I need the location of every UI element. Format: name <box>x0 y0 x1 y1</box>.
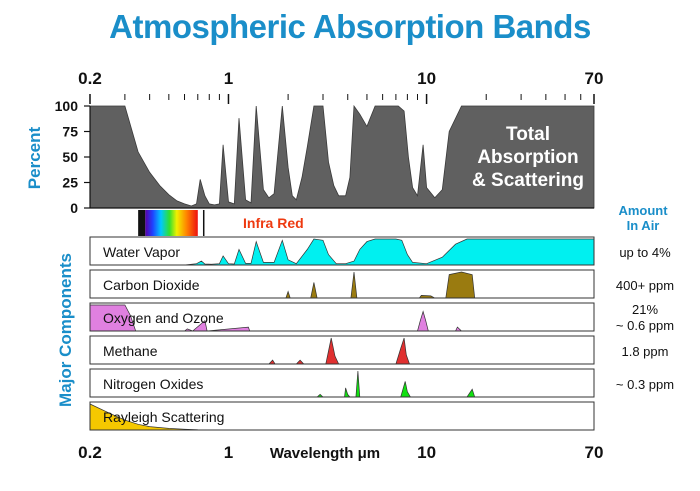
total-absorption-area <box>89 104 595 209</box>
x-tick-label-bottom: 70 <box>585 443 604 462</box>
component-name: Water Vapor <box>103 244 180 260</box>
component-name: Methane <box>103 343 158 359</box>
x-tick-label-top: 1 <box>224 69 233 88</box>
amount-header: Amount <box>618 203 668 218</box>
component-name: Nitrogen Oxides <box>103 376 203 392</box>
x-tick-label-bottom: 0.2 <box>78 443 102 462</box>
component-name: Rayleigh Scattering <box>103 409 224 425</box>
y-axis-label: Percent <box>25 126 44 189</box>
component-amount: 21% <box>632 302 658 317</box>
y-tick-label: 25 <box>62 175 78 191</box>
total-label-line: Total <box>506 124 550 145</box>
components-axis-label: Major Components <box>56 253 75 407</box>
component-panel-border <box>89 401 595 431</box>
y-tick-label: 50 <box>62 149 78 165</box>
y-tick-label: 75 <box>62 124 78 140</box>
y-tick-label: 100 <box>55 98 79 114</box>
component-panel-bg <box>90 369 594 397</box>
component-panel-border <box>89 335 595 365</box>
x-axis-label: Wavelength μm <box>270 445 380 462</box>
visible-spectrum-bar <box>145 210 198 236</box>
component-panel-border <box>89 302 595 332</box>
y-tick-label: 0 <box>70 200 78 216</box>
amount-header: In Air <box>627 218 660 233</box>
component-amount: ~ 0.3 ppm <box>616 377 674 392</box>
component-area <box>90 337 594 365</box>
chart-title: Atmospheric Absorption Bands <box>109 8 591 45</box>
component-amount: 1.8 ppm <box>622 344 669 359</box>
x-tick-label-bottom: 1 <box>224 443 233 462</box>
component-amount: 400+ ppm <box>616 278 674 293</box>
component-name: Carbon Dioxide <box>103 277 200 293</box>
x-tick-label-top: 10 <box>417 69 436 88</box>
component-panel-border <box>89 368 595 398</box>
component-name: Oxygen and Ozone <box>103 310 224 326</box>
component-panel-bg <box>90 336 594 364</box>
component-area <box>90 238 595 266</box>
total-label-line: Absorption <box>477 147 578 168</box>
x-tick-label-bottom: 10 <box>417 443 436 462</box>
uv-band <box>138 210 146 236</box>
component-panel-bg <box>90 303 594 331</box>
component-amount: up to 4% <box>619 245 671 260</box>
component-panel-border <box>89 269 595 299</box>
component-amount: ~ 0.6 ppm <box>616 318 674 333</box>
component-panel-bg <box>90 270 594 298</box>
x-tick-label-top: 0.2 <box>78 69 102 88</box>
total-label-line: & Scattering <box>472 170 584 191</box>
infra-red-label: Infra Red <box>243 215 304 231</box>
component-panel-border <box>89 236 595 266</box>
x-tick-label-top: 70 <box>585 69 604 88</box>
component-panel-bg <box>90 402 594 430</box>
